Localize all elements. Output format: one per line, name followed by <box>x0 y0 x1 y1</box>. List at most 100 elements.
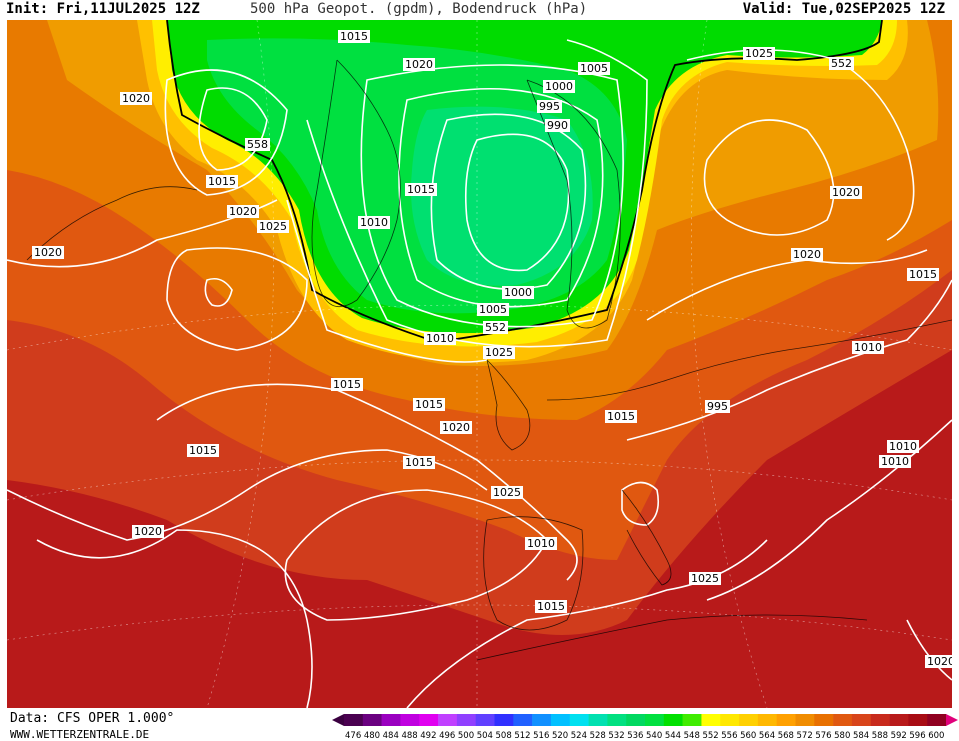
colorbar-swatch <box>927 714 947 726</box>
isobar-label: 1015 <box>206 175 238 188</box>
website-label: WWW.WETTERZENTRALE.DE <box>10 728 150 741</box>
isobar-label-text: 1000 <box>504 286 532 299</box>
isobar-label-text: 1025 <box>259 220 287 233</box>
colorbar-swatch <box>513 714 533 726</box>
isobar-label-text: 1010 <box>881 455 909 468</box>
isobar-label: 1025 <box>743 47 775 60</box>
isobar-label-text: 1010 <box>426 332 454 345</box>
colorbar-swatch <box>569 714 589 726</box>
isobar-low-1000 <box>398 88 604 308</box>
header-bar: Init: Fri,11JUL2025 12Z 500 hPa Geopot. … <box>0 0 959 20</box>
isobar-label: 1010 <box>525 537 557 550</box>
isobar-label-text: 1005 <box>479 303 507 316</box>
isobar-1020-sw <box>36 529 313 708</box>
isobar-label: 1005 <box>578 62 610 75</box>
colorbar-level-label: 500 <box>458 731 474 740</box>
colorbar-arrow-right <box>946 714 958 726</box>
isobar-label-text: 1025 <box>691 572 719 585</box>
isobar-low-1005 <box>360 64 624 328</box>
isobar-label: 1020 <box>132 525 164 538</box>
colorbar-level-label: 516 <box>533 731 549 740</box>
isobar-label-text: 1025 <box>485 346 513 359</box>
colorbar-arrow-left <box>332 714 344 726</box>
graticule-lat-2 <box>7 459 952 501</box>
isobar-label-text: 1010 <box>360 216 388 229</box>
colorbar-swatch <box>795 714 815 726</box>
isobar-label: 995 <box>705 400 730 413</box>
isobar-label-text: 1020 <box>442 421 470 434</box>
colorbar-level-label: 584 <box>853 731 869 740</box>
coast-africa <box>476 614 868 661</box>
isobar-label: 1020 <box>403 58 435 71</box>
isobar-label: 990 <box>545 119 570 132</box>
colorbar-level-label: 484 <box>383 731 399 740</box>
isobar-label: 1010 <box>358 216 390 229</box>
isobar-label-text: 1005 <box>580 62 608 75</box>
coast-greenland <box>311 59 401 308</box>
isobar-label-text: 1000 <box>545 80 573 93</box>
colorbar-swatch <box>889 714 909 726</box>
colorbar-level-label: 532 <box>608 731 624 740</box>
isobar-label-text: 1015 <box>909 268 937 281</box>
colorbar-swatch <box>362 714 382 726</box>
colorbar-swatch <box>607 714 627 726</box>
colorbar-level-label: 496 <box>439 731 455 740</box>
valid-time-label: Valid: Tue,02SEP2025 12Z <box>742 1 945 17</box>
isobar-label: 1015 <box>535 600 567 613</box>
footer-bar: Data: CFS OPER 1.000° WWW.WETTERZENTRALE… <box>0 709 959 741</box>
colorbar-level-label: 596 <box>909 731 925 740</box>
isobar-label: 995 <box>537 100 562 113</box>
coast-europe <box>546 319 952 401</box>
isobar-label: 1025 <box>689 572 721 585</box>
colorbar-level-label: 540 <box>646 731 662 740</box>
isobar-label: 1015 <box>605 410 637 423</box>
colorbar-swatch <box>645 714 665 726</box>
coast-britain <box>486 359 531 451</box>
isobar-label: 1010 <box>879 455 911 468</box>
isobar-1015-north <box>286 199 488 363</box>
colorbar-swatch <box>701 714 721 726</box>
coast-iberia <box>483 516 584 631</box>
colorbar-level-label: 564 <box>759 731 775 740</box>
colorbar-legend: 476 480 484 488 492 496 500 504 508 512 516 520 524 5… <box>332 714 958 740</box>
isobar-1010-se <box>906 619 952 681</box>
colorbar-level-label: 588 <box>872 731 888 740</box>
coast-scandinavia <box>526 79 621 329</box>
colorbar-swatch <box>456 714 476 726</box>
isobar-low-990 <box>464 133 570 272</box>
isobar-label: 1010 <box>424 332 456 345</box>
colorbar-level-label: 544 <box>665 731 681 740</box>
isobar-label: 1020 <box>120 92 152 105</box>
isobar-label-text: 995 <box>707 400 728 413</box>
colorbar-swatch <box>438 714 458 726</box>
isobar-1025-sw <box>284 489 548 621</box>
colorbar-level-label: 580 <box>834 731 850 740</box>
isobar-label: 552 <box>829 57 854 70</box>
colorbar-level-label: 600 <box>928 731 944 740</box>
colorbar-swatch <box>400 714 420 726</box>
isobar-label-text: 1015 <box>340 30 368 43</box>
isobar-label: 1025 <box>491 486 523 499</box>
isobar-label-text: 1025 <box>493 486 521 499</box>
isobar-label-text: 1015 <box>415 398 443 411</box>
colorbar-swatch <box>757 714 777 726</box>
isobar-label-text: 1020 <box>34 246 62 259</box>
colorbar-swatch <box>663 714 683 726</box>
isobar-1025-ne <box>703 119 835 236</box>
isobar-label: 1010 <box>852 341 884 354</box>
colorbar-level-label: 536 <box>627 731 643 740</box>
isobar-label: 1015 <box>403 456 435 469</box>
colorbar-swatch <box>381 714 401 726</box>
isobar-label-text: 558 <box>247 138 268 151</box>
isobar-label-text: 1015 <box>208 175 236 188</box>
colorbar-level-label: 524 <box>571 731 587 740</box>
colorbar-swatch <box>851 714 872 726</box>
colorbar-swatch <box>682 714 702 726</box>
colorbar-swatch <box>776 714 796 726</box>
isobar-1020-italy <box>621 481 660 526</box>
isobar-label: 1015 <box>907 268 939 281</box>
colorbar-level-label: 476 <box>345 731 361 740</box>
isobar-label: 552 <box>483 321 508 334</box>
isobar-label: 1025 <box>483 346 515 359</box>
isobar-label-text: 1025 <box>745 47 773 60</box>
